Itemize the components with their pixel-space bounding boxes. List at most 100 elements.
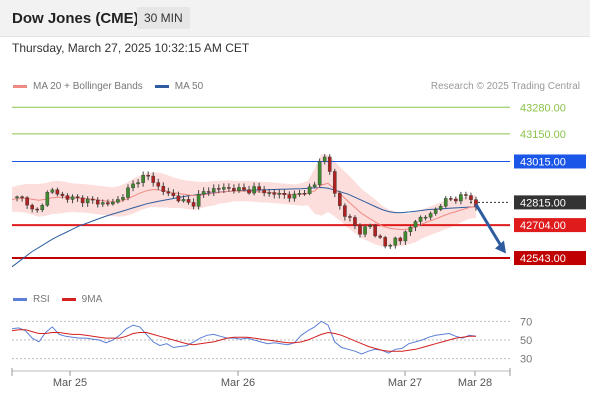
candle-body bbox=[146, 175, 150, 177]
candle-body bbox=[338, 193, 342, 206]
candle-body bbox=[131, 183, 135, 189]
candle-body bbox=[121, 197, 125, 200]
candle-body bbox=[90, 198, 95, 201]
candle-body bbox=[398, 237, 403, 242]
chart-header: Dow Jones (CME) 30 MIN bbox=[0, 0, 590, 37]
level-label-bg-5 bbox=[514, 251, 586, 266]
legend-ma50: MA 50 bbox=[154, 81, 203, 92]
candle-body bbox=[433, 209, 438, 214]
level-label-0: 43280.00 bbox=[520, 102, 566, 114]
legend-9ma-label: 9MA bbox=[81, 294, 103, 305]
candle-body bbox=[464, 194, 468, 196]
candle-body bbox=[95, 199, 100, 205]
candle-body bbox=[307, 186, 312, 194]
interval-badge[interactable]: 30 MIN bbox=[137, 7, 190, 29]
candle-body bbox=[186, 199, 191, 203]
candle-body bbox=[322, 156, 327, 162]
legend-rsi: RSI bbox=[13, 294, 50, 305]
candle-body bbox=[106, 202, 110, 205]
ma9-swatch bbox=[61, 298, 76, 301]
candle-body bbox=[216, 188, 221, 190]
candle-body bbox=[161, 186, 166, 192]
candle-body bbox=[247, 189, 251, 194]
rsi-legend: RSI 9MA bbox=[13, 294, 114, 305]
candle-body bbox=[35, 208, 40, 211]
credit-text: Research © 2025 Trading Central bbox=[430, 81, 580, 92]
candle-body bbox=[373, 225, 377, 237]
candle-body bbox=[191, 202, 196, 207]
rsi-panel: 70 50 30 bbox=[11, 316, 532, 366]
candle-body bbox=[393, 237, 398, 246]
candle-body bbox=[469, 195, 473, 200]
rsi-tick-1: 50 bbox=[520, 335, 532, 347]
candle-body bbox=[40, 205, 45, 211]
candle-body bbox=[136, 182, 140, 185]
candle-body bbox=[428, 213, 433, 218]
candle-body bbox=[297, 193, 302, 195]
level-label-1: 43150.00 bbox=[520, 129, 566, 141]
candle-body bbox=[423, 216, 428, 219]
candle-body bbox=[15, 196, 19, 199]
level-label-2: 43015.00 bbox=[520, 156, 566, 168]
level-labels-layer: 43280.00 43150.00 43015.00 42815.00 42704.00… bbox=[514, 102, 586, 265]
candle-body bbox=[332, 171, 337, 194]
candle-body bbox=[413, 221, 418, 228]
candle-body bbox=[282, 193, 287, 196]
candle-body bbox=[388, 245, 393, 247]
level-label-bg-4 bbox=[514, 218, 586, 233]
legend-ma20-label: MA 20 + Bollinger Bands bbox=[33, 81, 143, 92]
level-label-5: 42543.00 bbox=[520, 253, 566, 265]
candle-body bbox=[292, 193, 297, 199]
candle-body bbox=[196, 193, 201, 207]
candle-body bbox=[181, 199, 186, 202]
candle-body bbox=[60, 193, 65, 196]
level-label-4: 42704.00 bbox=[520, 220, 566, 232]
instrument-title: Dow Jones (CME) bbox=[12, 10, 139, 27]
candle-body bbox=[403, 231, 408, 242]
forecast-layer bbox=[474, 203, 506, 254]
candle-body bbox=[25, 197, 29, 206]
candle-body bbox=[30, 204, 34, 210]
ma20-swatch bbox=[13, 85, 27, 88]
rsi-swatch bbox=[13, 298, 27, 301]
ma50-swatch bbox=[154, 85, 169, 88]
candle-body bbox=[111, 201, 115, 205]
rsi-9ma-line bbox=[11, 329, 476, 352]
candle-body bbox=[257, 186, 261, 191]
legend-9ma: 9MA bbox=[61, 294, 103, 305]
rsi-line bbox=[11, 320, 477, 355]
candle-body bbox=[302, 193, 307, 195]
level-label-bg-3 bbox=[514, 195, 586, 210]
candle-body bbox=[277, 193, 282, 195]
candle-body bbox=[151, 175, 156, 183]
candle-body bbox=[262, 189, 266, 194]
candles-layer bbox=[15, 154, 478, 249]
candle-body bbox=[206, 191, 211, 193]
legend-ma20: MA 20 + Bollinger Bands bbox=[13, 81, 143, 92]
candle-body bbox=[166, 191, 171, 194]
forecast-arrow-shaft bbox=[474, 203, 504, 249]
timestamp-label: Thursday, March 27, 2025 10:32:15 AM CET bbox=[12, 41, 250, 55]
candle-body bbox=[20, 196, 24, 199]
x-tick-label-3: Mar 28 bbox=[458, 377, 492, 389]
candle-body bbox=[378, 235, 382, 238]
x-tick-label-1: Mar 26 bbox=[221, 377, 255, 389]
candle-body bbox=[55, 189, 60, 195]
candle-body bbox=[116, 199, 120, 203]
rsi-tick-2: 30 bbox=[520, 354, 532, 366]
candle-body bbox=[237, 187, 241, 191]
candle-body bbox=[353, 217, 357, 226]
candle-body bbox=[343, 205, 347, 217]
candle-body bbox=[50, 189, 55, 193]
candle-body bbox=[443, 198, 448, 207]
rsi-tick-0: 70 bbox=[520, 316, 532, 328]
candle-body bbox=[454, 198, 458, 202]
candle-body bbox=[252, 186, 256, 194]
candle-body bbox=[156, 182, 161, 187]
candle-body bbox=[363, 226, 367, 235]
candle-body bbox=[368, 225, 372, 227]
candle-body bbox=[75, 196, 80, 199]
x-tick-label-2: Mar 27 bbox=[388, 377, 422, 389]
x-tick-label-0: Mar 25 bbox=[53, 377, 87, 389]
candle-body bbox=[408, 226, 413, 232]
